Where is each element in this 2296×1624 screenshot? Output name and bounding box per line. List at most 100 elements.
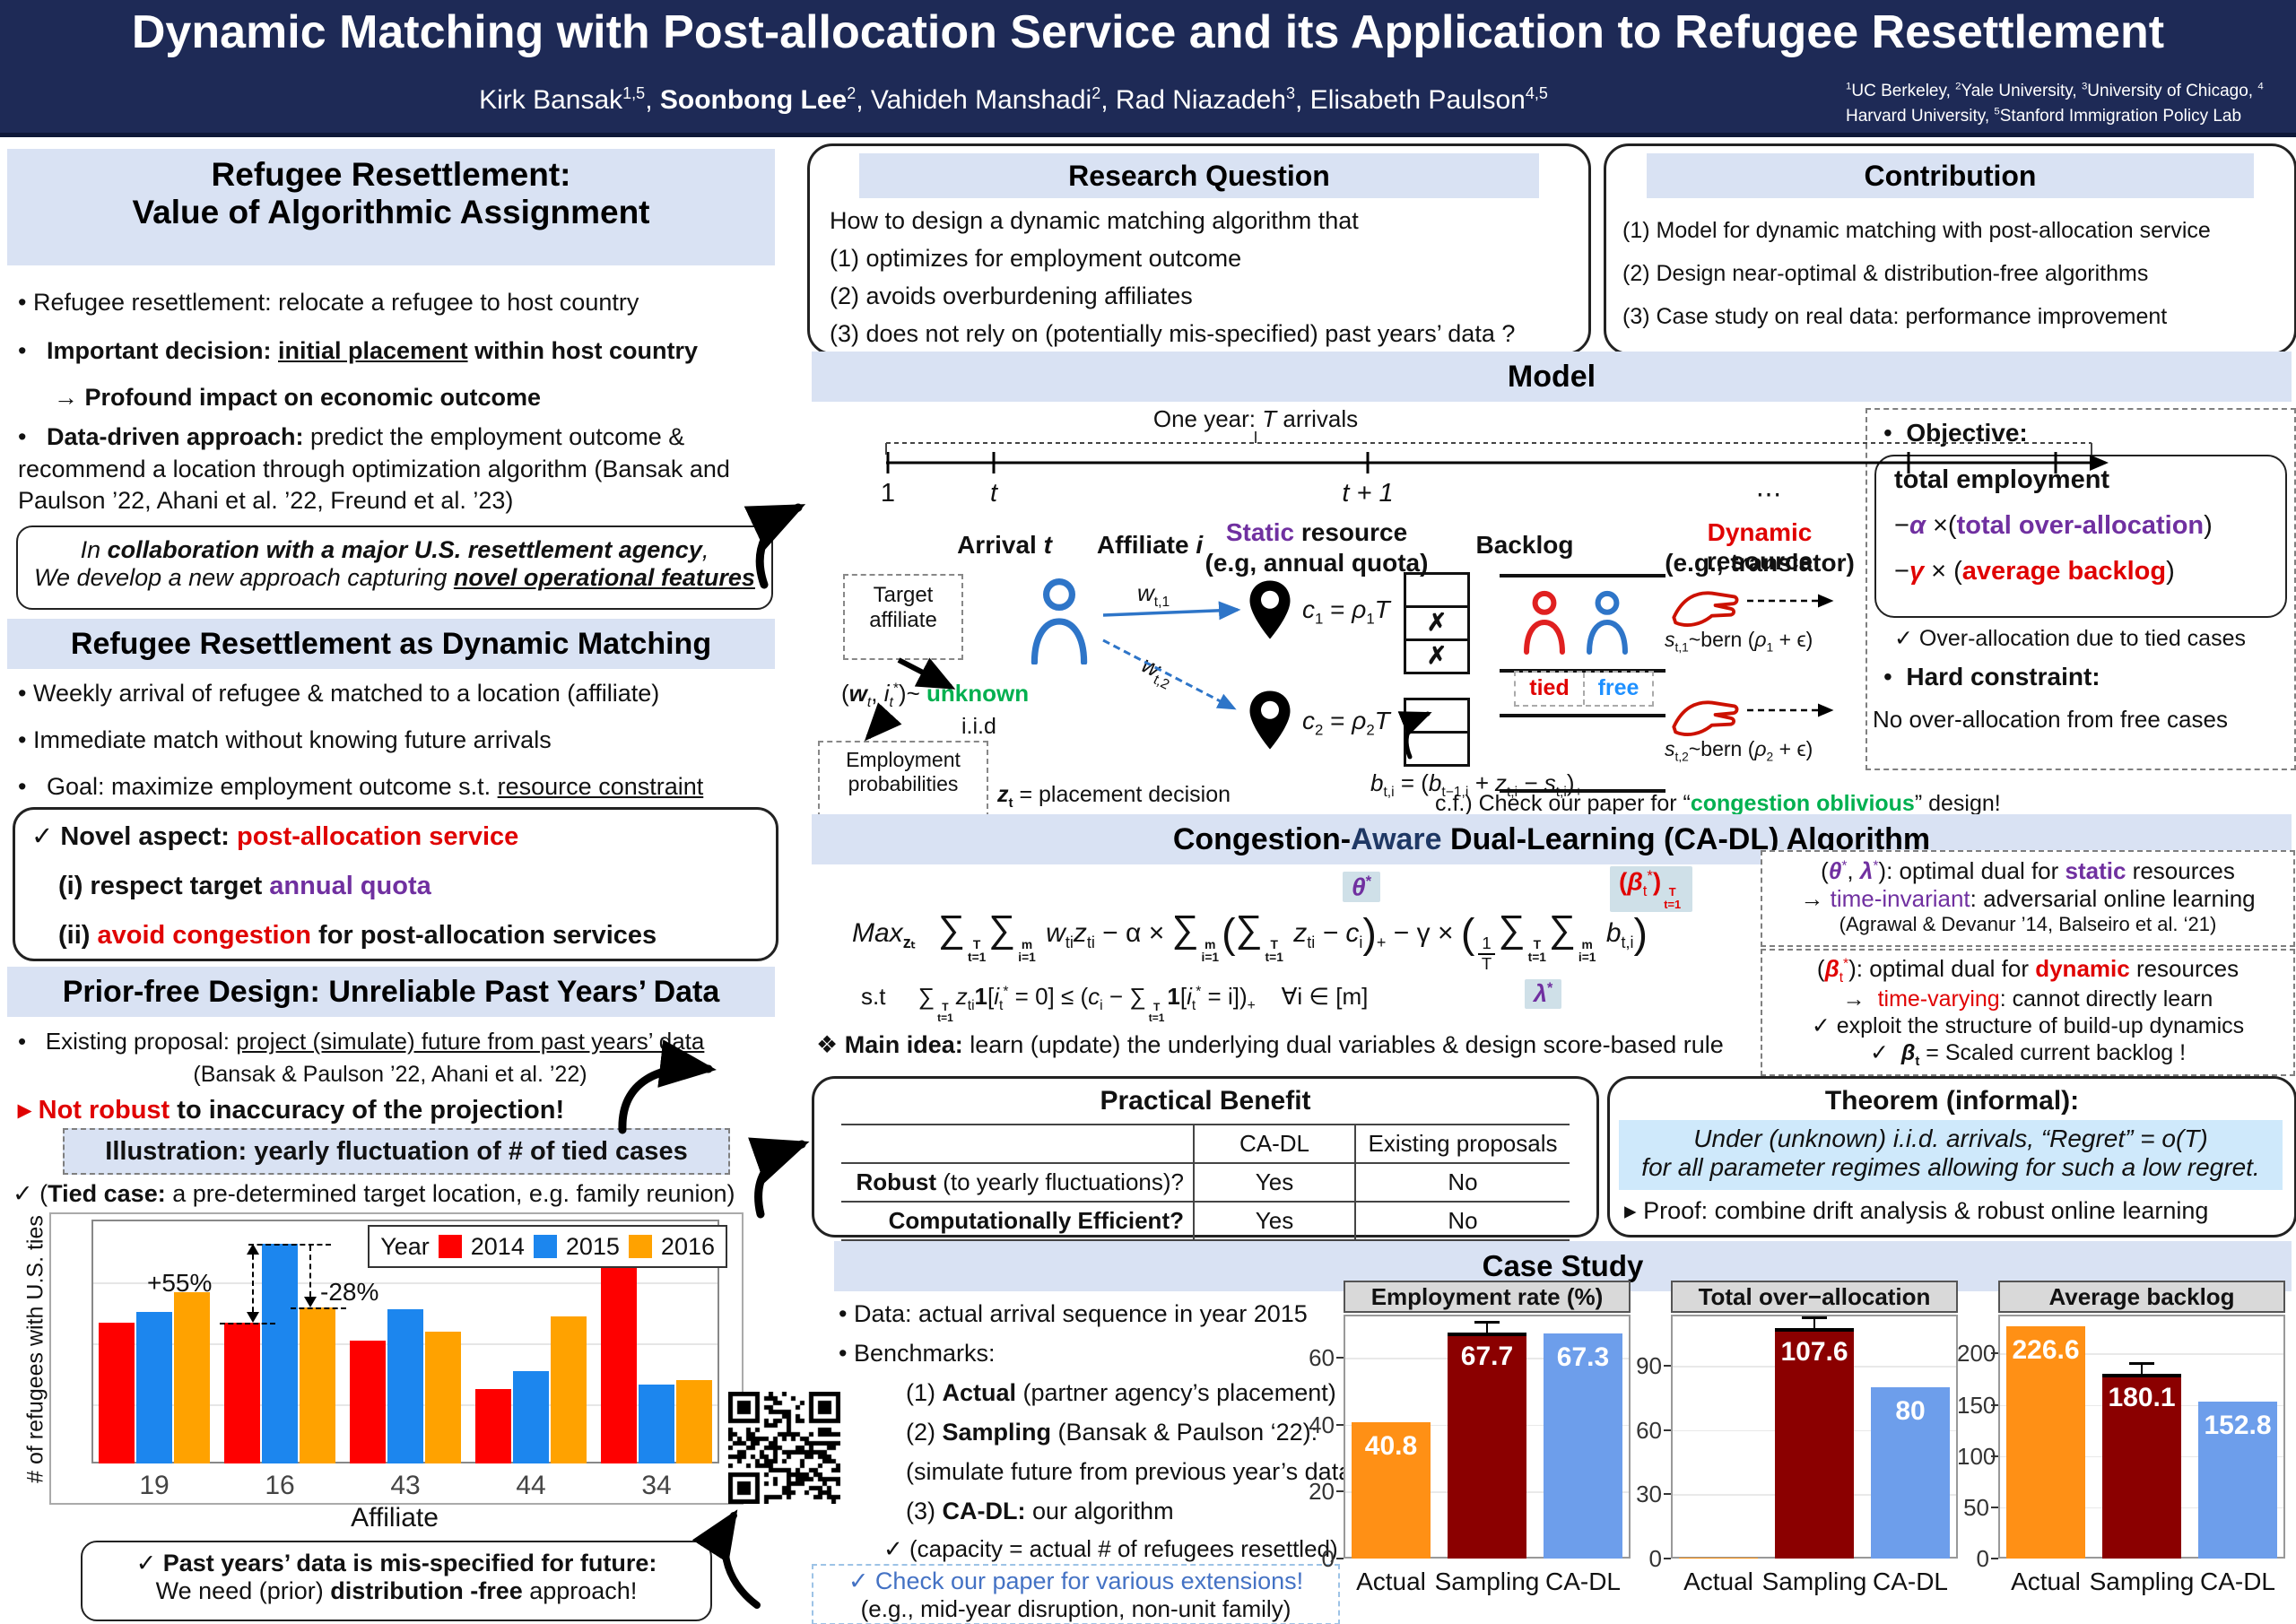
bar-2016 [425, 1332, 461, 1463]
legend-swatch-2016 [628, 1235, 652, 1258]
service-hand-1 [1670, 583, 1740, 631]
x-tick-label: 44 [516, 1471, 546, 1500]
legend-title: Year [380, 1232, 430, 1260]
annotation-vline [252, 1246, 254, 1321]
wt1-label: wt,1 [1137, 579, 1170, 611]
one-year-label: One year: T arrivals [1152, 405, 1359, 432]
section-prior-free: Prior-free Design: Unreliable Past Years… [7, 967, 775, 1017]
location-pin-icon [1249, 690, 1291, 750]
bar-2016 [676, 1380, 712, 1463]
bar-label: 152.8 [2204, 1411, 2272, 1440]
unknown-iid-label: (wt, it*)~ unknown [841, 680, 1030, 711]
benefit-col1-header: CA-DL [1193, 1125, 1354, 1164]
bar-Actual [1352, 1422, 1431, 1559]
bar-2014 [601, 1268, 637, 1463]
header-banner: Dynamic Matching with Post-allocation Se… [0, 0, 2296, 137]
y-tick-mark [1991, 1558, 1998, 1559]
backlog-shelf-2 [1500, 714, 1665, 793]
service-hand-2 [1670, 692, 1740, 741]
benefit-table: CA-DL Existing proposals Robust (to year… [841, 1124, 1570, 1241]
case-capacity-note: ✓ (capacity = actual # of refugees reset… [883, 1535, 1338, 1562]
bar-label: 67.3 [1556, 1342, 1610, 1372]
col-header-backlog: Backlog [1475, 531, 1574, 559]
y-tick-mark [1664, 1429, 1671, 1431]
x-tick-label: Actual [1683, 1568, 1753, 1595]
bar-Sampling [1775, 1328, 1854, 1559]
benefit-row2-existing: No [1354, 1203, 1570, 1241]
bar-2016 [174, 1292, 210, 1463]
section-refugee-resettlement: Refugee Resettlement: Value of Algorithm… [7, 149, 775, 265]
bullet-weekly-arrival: • Weekly arrival of refugee & matched to… [18, 680, 660, 707]
dynamic-dual-l1: (βt*): optimal dual for dynamic resource… [1816, 955, 2239, 986]
x-tick-label: Sampling [2089, 1568, 2195, 1595]
novel-aspect-box: ✓ Novel aspect: post-allocation service … [13, 807, 778, 961]
quota2-grid [1404, 698, 1470, 767]
legend-swatch-2015 [533, 1235, 557, 1258]
backlog-equation: bt,i = (bt−1,i + zt,i − st,i)+ [1370, 769, 1583, 801]
bar-CA-DL [2198, 1402, 2277, 1559]
x-tick-label: 16 [265, 1471, 295, 1500]
no-overallocation-line: No over-allocation from free cases [1873, 706, 2228, 733]
x-tick-label: 19 [139, 1471, 170, 1500]
x-tick-label: CA-DL [1544, 1568, 1621, 1595]
objective-l1: total employment [1894, 465, 2110, 494]
y-tick-label: 150 [1957, 1391, 1996, 1419]
capacity1-label: c1 = ρ1T [1302, 595, 1390, 628]
bar-CA-DL [1871, 1387, 1950, 1559]
y-tick-mark [1991, 1455, 1998, 1457]
section-title-line2: Value of Algorithmic Assignment [132, 194, 650, 230]
affiliations: 1UC Berkeley, 2Yale University, 3Univers… [1846, 79, 2290, 128]
error-cap [1448, 1333, 1526, 1336]
chart-legend: Year 2014 2015 2016 [368, 1225, 727, 1268]
y-tick-mark [1336, 1558, 1344, 1559]
bar-Sampling [2102, 1374, 2181, 1559]
x-tick-label: Actual [1356, 1568, 1426, 1595]
theorem-hl-line2: for all parameter regimes allowing for s… [1641, 1153, 2260, 1181]
practical-benefit-box: Practical Benefit CA-DL Existing proposa… [812, 1076, 1599, 1241]
quota2-cell [1404, 734, 1470, 767]
contribution-line3: (3) Case study on real data: performance… [1622, 304, 2168, 329]
tied-chart-xlabel: Affiliate [351, 1503, 439, 1533]
iid-label: i.i.d [961, 714, 996, 739]
illustration-header: Illustration: yearly fluctuation of # of… [63, 1128, 730, 1175]
misspecified-line1: ✓ Past years’ data is mis-specified for … [135, 1550, 657, 1576]
objective-check: ✓ Over-allocation due to tied cases [1894, 626, 2246, 651]
y-tick-label: 60 [1636, 1416, 1662, 1444]
bar-label: 107.6 [1780, 1337, 1848, 1367]
quota1-grid: ✗ ✗ [1404, 572, 1470, 674]
collab-line2: We develop a new approach capturing nove… [34, 564, 755, 591]
x-tick-label: CA-DL [1872, 1568, 1948, 1595]
y-tick-mark [1991, 1352, 1998, 1355]
error-whisker-cap [2129, 1362, 2154, 1365]
rq-line2: (1) optimizes for employment outcome [830, 245, 1242, 272]
case-benchmark-2: (2) Sampling (Bansak & Paulson ‘22): [906, 1419, 1318, 1446]
benefit-col2-header: Existing proposals [1354, 1125, 1570, 1164]
collab-line1: In collaboration with a major U.S. reset… [80, 536, 709, 563]
bullet-data-driven: • Data-driven approach: predict the empl… [18, 423, 737, 515]
bar-Actual [2006, 1326, 2085, 1559]
pin1 [1247, 578, 1293, 641]
affiliation-line-1: 1UC Berkeley, 2Yale University, 3Univers… [1846, 81, 2264, 100]
extensions-box: ✓ Check our paper for various extensions… [812, 1564, 1340, 1624]
theorem-proof: ▸ Proof: combine drift analysis & robust… [1624, 1197, 2209, 1224]
tied-cases-chart: 19 16 43 44 34 Year 2014 2015 2016 +55% -28% [49, 1212, 744, 1505]
rq-line4: (3) does not rely on (potentially mis-sp… [830, 320, 1516, 347]
annotation-arrowhead [247, 1312, 259, 1323]
gridline [2000, 1353, 2283, 1355]
annotation-arrowhead [304, 1297, 317, 1307]
case-benchmark-3: (3) CA-DL: our algorithm [906, 1498, 1174, 1524]
misspecified-box: ✓ Past years’ data is mis-specified for … [81, 1541, 712, 1621]
contribution-title: Contribution [1647, 153, 2254, 198]
annotation-dash [291, 1307, 346, 1309]
col-header-dynamic2: (e.g., translator) [1665, 549, 1855, 577]
objective-inner-box: total employment −α ×(total over-allocat… [1874, 455, 2287, 618]
case-benchmark-1: (1) Actual (partner agency’s placement) [906, 1379, 1336, 1406]
existing-proposal-refs: (Bansak & Paulson ’22, Ahani et al. ’22) [193, 1062, 587, 1087]
person-icon [1031, 578, 1088, 666]
section-title-line1: Refugee Resettlement: [211, 156, 571, 193]
bullet-immediate-match: • Immediate match without knowing future… [18, 726, 552, 753]
y-tick-label: 0 [1321, 1545, 1335, 1572]
error-whisker-cap [1474, 1321, 1500, 1324]
